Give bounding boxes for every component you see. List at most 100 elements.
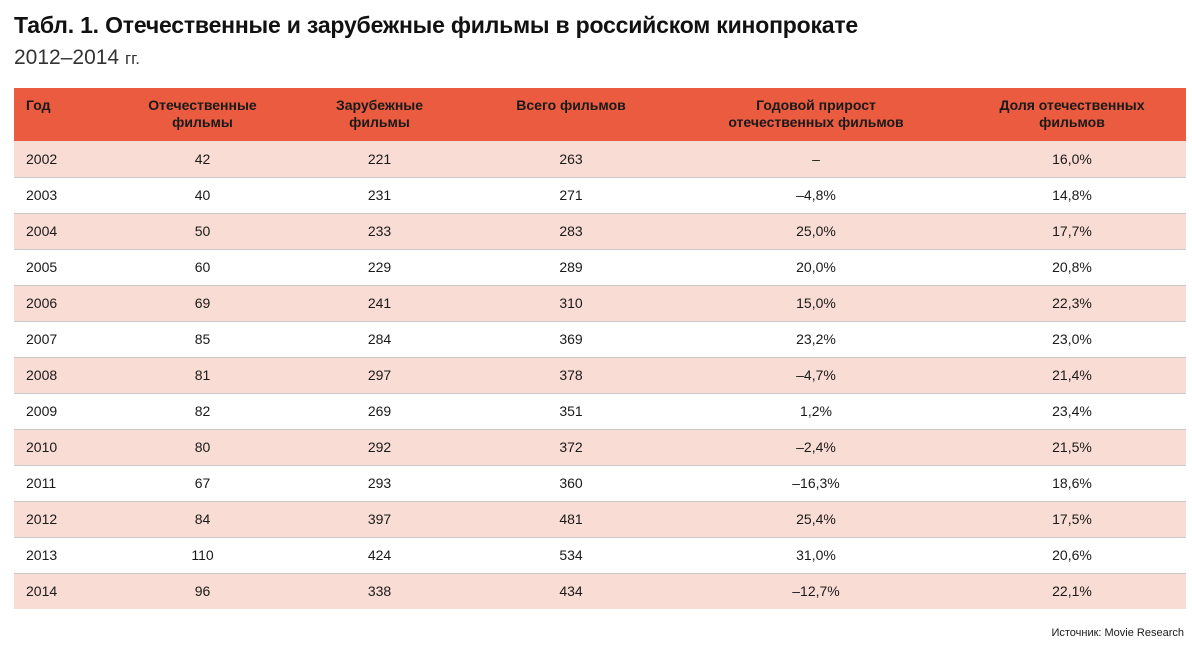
cell-domestic: 60	[114, 249, 291, 286]
cell-year: 2008	[14, 357, 114, 394]
cell-share: 21,5%	[958, 429, 1186, 466]
table-row: 2014 96 338 434 –12,7% 22,1%	[14, 573, 1186, 609]
cell-growth: 1,2%	[674, 393, 958, 430]
cell-growth: 23,2%	[674, 321, 958, 358]
cell-growth: –4,8%	[674, 177, 958, 214]
header-foreign-label: Зарубежные фильмы	[335, 97, 424, 130]
cell-domestic: 84	[114, 501, 291, 538]
cell-total: 534	[468, 537, 674, 574]
table-row: 2007 85 284 369 23,2% 23,0%	[14, 321, 1186, 358]
cell-foreign: 241	[291, 285, 468, 322]
cell-growth: 25,0%	[674, 213, 958, 250]
cell-share: 14,8%	[958, 177, 1186, 214]
cell-total: 271	[468, 177, 674, 214]
table-subtitle: 2012–2014 гг.	[14, 46, 140, 70]
cell-year: 2002	[14, 141, 114, 178]
header-foreign: Зарубежные фильмы	[291, 88, 468, 141]
cell-domestic: 110	[114, 537, 291, 574]
header-total: Всего фильмов	[468, 88, 674, 141]
cell-total: 372	[468, 429, 674, 466]
cell-share: 21,4%	[958, 357, 1186, 394]
cell-year: 2006	[14, 285, 114, 322]
table-row: 2004 50 233 283 25,0% 17,7%	[14, 213, 1186, 250]
films-table-container: Год Отечественные фильмы Зарубежные филь…	[14, 88, 1186, 609]
cell-growth: 15,0%	[674, 285, 958, 322]
cell-total: 369	[468, 321, 674, 358]
cell-growth: 25,4%	[674, 501, 958, 538]
cell-domestic: 42	[114, 141, 291, 178]
table-row: 2002 42 221 263–16,0%	[14, 141, 1186, 178]
cell-foreign: 338	[291, 573, 468, 609]
cell-share: 17,7%	[958, 213, 1186, 250]
header-share-label: Доля отечественных фильмов	[999, 97, 1145, 130]
source-note: Источник: Movie Research	[1051, 627, 1184, 639]
cell-year: 2012	[14, 501, 114, 538]
cell-foreign: 293	[291, 465, 468, 502]
cell-growth: –2,4%	[674, 429, 958, 466]
table-title: Табл. 1. Отечественные и зарубежные филь…	[14, 12, 859, 38]
cell-year: 2010	[14, 429, 114, 466]
cell-growth: 20,0%	[674, 249, 958, 286]
header-domestic: Отечественные фильмы	[114, 88, 291, 141]
cell-domestic: 67	[114, 465, 291, 502]
table-row: 2009 82 269 351 1,2% 23,4%	[14, 393, 1186, 430]
cell-year: 2009	[14, 393, 114, 430]
cell-growth: –4,7%	[674, 357, 958, 394]
cell-share: 20,8%	[958, 249, 1186, 286]
cell-total: 360	[468, 465, 674, 502]
cell-foreign: 292	[291, 429, 468, 466]
header-domestic-label: Отечественные фильмы	[148, 97, 257, 130]
table-header-row: Год Отечественные фильмы Зарубежные филь…	[14, 88, 1186, 141]
cell-share: 20,6%	[958, 537, 1186, 574]
cell-foreign: 231	[291, 177, 468, 214]
cell-share: 23,4%	[958, 393, 1186, 430]
cell-foreign: 424	[291, 537, 468, 574]
table-row: 2003 40 231 271 –4,8% 14,8%	[14, 177, 1186, 214]
cell-total: 283	[468, 213, 674, 250]
cell-total: 289	[468, 249, 674, 286]
cell-domestic: 81	[114, 357, 291, 394]
cell-total: 351	[468, 393, 674, 430]
header-growth-label: Годовой прирост отечественных фильмов	[728, 97, 904, 130]
cell-share: 16,0%	[958, 141, 1186, 178]
cell-total: 378	[468, 357, 674, 394]
table-row: 2011 67 293 360 –16,3% 18,6%	[14, 465, 1186, 502]
cell-growth: –12,7%	[674, 573, 958, 609]
cell-domestic: 50	[114, 213, 291, 250]
table-body: 2002 42 221 263–16,0% 2003 40 231 271 –4,8% 14,8%…	[14, 141, 1186, 609]
cell-year: 2013	[14, 537, 114, 574]
cell-domestic: 69	[114, 285, 291, 322]
cell-foreign: 284	[291, 321, 468, 358]
header-share: Доля отечественных фильмов	[958, 88, 1186, 141]
cell-domestic: 40	[114, 177, 291, 214]
cell-domestic: 96	[114, 573, 291, 609]
cell-share: 22,1%	[958, 573, 1186, 609]
cell-year: 2004	[14, 213, 114, 250]
cell-year: 2005	[14, 249, 114, 286]
table-row: 2006 69 241 310 15,0% 22,3%	[14, 285, 1186, 322]
films-table: Год Отечественные фильмы Зарубежные филь…	[14, 88, 1186, 609]
table-row: 2012 84 397 481 25,4% 17,5%	[14, 501, 1186, 538]
table-row: 2010 80 292 372 –2,4% 21,5%	[14, 429, 1186, 466]
cell-share: 18,6%	[958, 465, 1186, 502]
cell-share: 17,5%	[958, 501, 1186, 538]
cell-year: 2011	[14, 465, 114, 502]
cell-growth: –16,3%	[674, 465, 958, 502]
cell-total: 263	[468, 141, 674, 178]
cell-share: 23,0%	[958, 321, 1186, 358]
cell-domestic: 80	[114, 429, 291, 466]
cell-foreign: 229	[291, 249, 468, 286]
cell-domestic: 85	[114, 321, 291, 358]
cell-year: 2003	[14, 177, 114, 214]
subtitle-years: 2012–2014	[14, 46, 120, 69]
cell-total: 434	[468, 573, 674, 609]
cell-total: 310	[468, 285, 674, 322]
cell-year: 2007	[14, 321, 114, 358]
cell-foreign: 269	[291, 393, 468, 430]
header-year: Год	[14, 88, 114, 141]
cell-foreign: 221	[291, 141, 468, 178]
cell-foreign: 233	[291, 213, 468, 250]
table-row: 2008 81 297 378 –4,7% 21,4%	[14, 357, 1186, 394]
cell-domestic: 82	[114, 393, 291, 430]
cell-year: 2014	[14, 573, 114, 609]
